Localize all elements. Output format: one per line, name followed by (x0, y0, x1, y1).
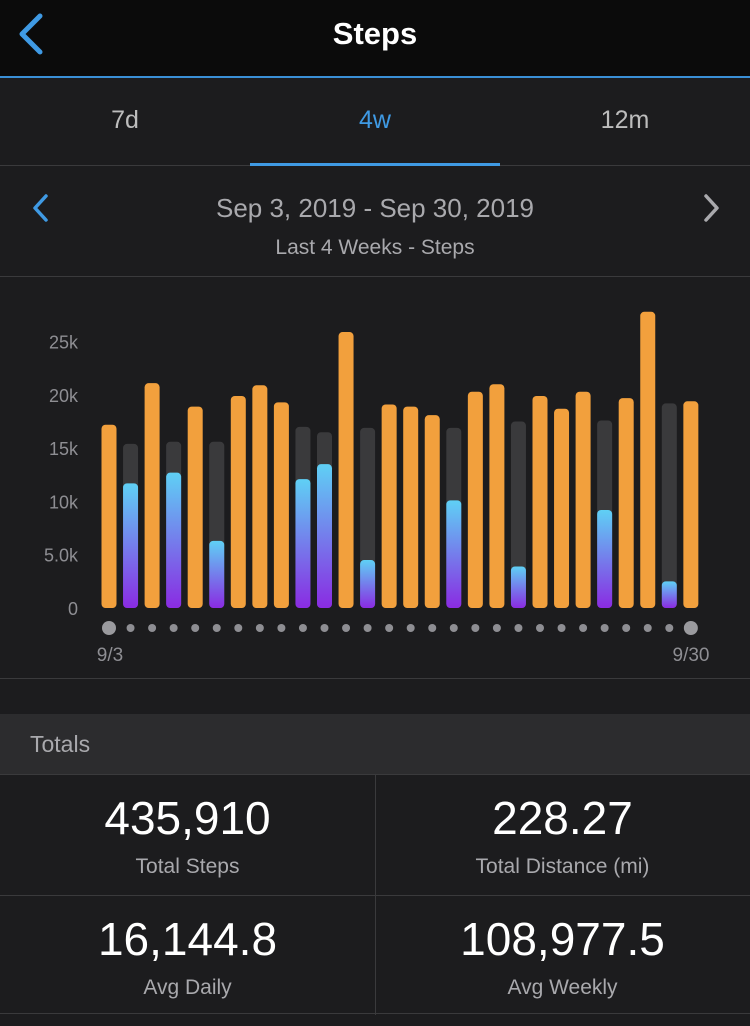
day-dot-9/17[interactable] (406, 624, 415, 632)
totals-header-label: Totals (30, 731, 91, 757)
goal-track-bar-9/29 (661, 403, 677, 608)
day-dot-9/16[interactable] (385, 624, 394, 632)
total-distance-cell: 228.27 Total Distance (mi) (375, 775, 750, 895)
avg-daily-cell: 16,144.8 Avg Daily (0, 896, 375, 1016)
goal-track-bar-9/22 (510, 421, 526, 608)
steps-bar-9/4[interactable] (123, 483, 139, 608)
y-tick-label-4: 20k (49, 386, 79, 406)
day-dot-9/14[interactable] (342, 624, 351, 632)
steps-bar-9/8[interactable] (209, 540, 225, 608)
chevron-right-icon[interactable] (696, 190, 726, 226)
steps-bar-9/23[interactable] (532, 395, 548, 608)
steps-bar-chart[interactable]: 0 5.0k 10k 15k 20k 25k 9/3 9/30 (0, 277, 750, 679)
steps-bar-9/6[interactable] (166, 472, 182, 608)
day-dot-9/22[interactable] (514, 624, 523, 632)
day-dot-9/7[interactable] (191, 624, 200, 632)
steps-bar-9/17[interactable] (403, 406, 419, 608)
total-distance-value: 228.27 (492, 792, 633, 844)
steps-bar-9/22[interactable] (510, 566, 526, 608)
steps-bar-9/21[interactable] (489, 384, 505, 608)
day-dot-9/29[interactable] (665, 624, 674, 632)
total-steps-label: Total Steps (135, 855, 240, 878)
grid-divider-horizontal (0, 895, 750, 896)
steps-bar-9/7[interactable] (187, 406, 203, 608)
steps-bar-9/13[interactable] (317, 464, 332, 608)
section-spacer (0, 679, 750, 714)
date-range-subtitle: Last 4 Weeks - Steps (275, 236, 475, 259)
day-dot-9/12[interactable] (298, 624, 307, 632)
chevron-left-icon[interactable] (14, 12, 48, 56)
day-dot-9/19[interactable] (449, 624, 458, 632)
avg-daily-label: Avg Daily (143, 976, 232, 999)
day-dot-9/8[interactable] (212, 624, 221, 632)
avg-weekly-value: 108,977.5 (460, 913, 665, 965)
steps-bar-9/3[interactable] (101, 424, 117, 608)
tab-4w[interactable]: 4w (250, 80, 500, 166)
page-title: Steps (332, 16, 418, 51)
steps-bar-9/12[interactable] (295, 479, 311, 608)
y-tick-label-1: 5.0k (44, 546, 79, 566)
total-steps-cell: 435,910 Total Steps (0, 775, 375, 895)
day-dot-9/18[interactable] (428, 624, 437, 632)
steps-bar-9/26[interactable] (597, 509, 613, 608)
total-distance-label: Total Distance (mi) (475, 855, 650, 878)
steps-bar-9/10[interactable] (252, 385, 268, 608)
day-dot-9/3[interactable] (102, 621, 116, 635)
day-dot-9/10[interactable] (255, 624, 264, 632)
total-steps-value: 435,910 (104, 792, 271, 844)
totals-grid: 435,910 Total Steps 228.27 Total Distanc… (0, 775, 750, 1026)
steps-bar-9/24[interactable] (554, 408, 570, 608)
day-dot-9/13[interactable] (320, 624, 329, 632)
steps-bar-9/15[interactable] (360, 560, 376, 608)
tab-7d[interactable]: 7d (111, 106, 139, 134)
tab-12m[interactable]: 12m (600, 106, 650, 134)
chevron-left-icon[interactable] (26, 190, 56, 226)
steps-bar-9/11[interactable] (273, 402, 289, 608)
day-dot-9/24[interactable] (557, 624, 566, 632)
steps-bar-9/5[interactable] (144, 383, 160, 608)
day-dot-9/15[interactable] (363, 624, 372, 632)
steps-bar-9/27[interactable] (618, 398, 634, 608)
y-tick-label-5: 25k (49, 333, 79, 353)
x-end-label: 9/30 (673, 645, 710, 666)
day-dot-9/25[interactable] (579, 624, 588, 632)
avg-daily-value: 16,144.8 (97, 913, 278, 965)
date-range-label: Sep 3, 2019 - Sep 30, 2019 (215, 193, 535, 223)
day-dot-9/20[interactable] (471, 624, 480, 632)
steps-bar-9/28[interactable] (640, 311, 656, 608)
x-start-label: 9/3 (97, 645, 123, 666)
day-dot-9/4[interactable] (126, 624, 135, 632)
grid-divider-bottom (0, 1013, 750, 1014)
steps-bar-9/9[interactable] (230, 395, 246, 608)
nav-bar: Steps (0, 0, 750, 78)
steps-bar-9/19[interactable] (446, 500, 462, 608)
y-tick-label-3: 15k (49, 439, 79, 459)
steps-bar-9/14[interactable] (338, 332, 354, 608)
day-dot-9/11[interactable] (277, 624, 286, 632)
day-dot-9/21[interactable] (492, 624, 501, 632)
steps-bar-9/30[interactable] (683, 401, 699, 608)
date-range-header: Sep 3, 2019 - Sep 30, 2019 Last 4 Weeks … (0, 166, 750, 277)
day-dot-9/6[interactable] (169, 624, 178, 632)
day-dot-9/27[interactable] (622, 624, 631, 632)
day-dot-9/9[interactable] (234, 624, 243, 632)
avg-weekly-label: Avg Weekly (507, 976, 618, 999)
day-dot-9/30[interactable] (683, 621, 698, 635)
steps-bar-9/16[interactable] (381, 404, 397, 608)
steps-bar-9/20[interactable] (467, 391, 483, 608)
period-tabs: 7d 4w 12m (0, 80, 750, 166)
day-dot-9/23[interactable] (536, 624, 544, 632)
day-dot-9/28[interactable] (643, 624, 652, 632)
steps-bar-9/18[interactable] (424, 415, 440, 608)
y-tick-label-0: 0 (68, 599, 78, 619)
day-dot-9/26[interactable] (600, 624, 609, 632)
steps-chart-panel: 0 5.0k 10k 15k 20k 25k 9/3 9/30 (0, 277, 750, 679)
avg-weekly-cell: 108,977.5 Avg Weekly (375, 896, 750, 1016)
totals-section-header: Totals (0, 714, 750, 775)
steps-bar-9/29[interactable] (661, 581, 677, 608)
day-dot-9/5[interactable] (148, 624, 157, 632)
y-tick-label-2: 10k (49, 492, 79, 512)
steps-bar-9/25[interactable] (575, 391, 591, 608)
